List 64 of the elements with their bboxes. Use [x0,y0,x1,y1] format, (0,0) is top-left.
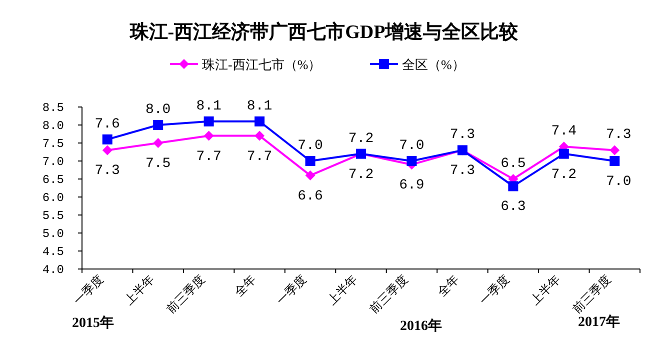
x-tick-label: 上半年 [122,272,158,308]
text: 2015年 [72,315,114,331]
x-tick-label: 全年 [434,272,462,299]
x-tick-label: 一季度 [274,272,310,308]
data-label: 7.4 [551,124,577,140]
data-label: 6.9 [399,178,424,194]
y-tick-label: 4.5 [42,245,64,259]
data-label: 7.0 [399,138,424,154]
x-tick-label: 全年 [232,272,258,299]
data-label: 6.5 [500,156,526,172]
x-tick-label: 前三季度 [366,272,411,316]
point [610,145,620,156]
x-tick-label: 一季度 [476,272,512,308]
data-label: 7.0 [606,174,632,190]
y-tick-label: 8.5 [42,101,64,115]
chart-title: 珠江-西江经济带广西七市GDP增速与全区比较 [128,21,520,43]
y-tick-label: 4.0 [42,263,64,277]
data-label: 8.1 [196,98,222,114]
text: 2017年 [578,314,620,330]
data-label: 8.1 [246,98,272,114]
data-label: 7.6 [94,116,120,132]
data-label: 7.0 [298,138,323,154]
data-label: 7.2 [551,166,577,183]
y-tick-label: 5.5 [42,209,64,223]
point [153,120,164,130]
data-label: 7.7 [196,148,222,165]
point [406,156,417,166]
x-tick-label: 前三季度 [570,272,614,316]
y-tick-label: 7.0 [42,155,64,169]
point [102,134,112,144]
y-tick-label: 6.0 [42,191,64,205]
y-tick-label: 6.5 [42,173,64,187]
point [254,116,265,126]
x-tick-label: 上半年 [528,272,563,308]
data-label: 7.3 [450,163,476,180]
data-label: 8.0 [145,102,171,118]
point [254,130,265,141]
point [204,130,214,141]
data-label: 7.2 [348,166,374,183]
point [305,170,316,180]
data-label: 7.2 [348,130,374,147]
data-label: 7.3 [606,127,632,144]
legend-label: 珠江-西江七市（%） [202,57,322,72]
point [508,181,518,192]
point [153,138,164,148]
data-label: 7.3 [450,127,476,144]
point [558,148,569,159]
x-tick-label: 前三季度 [164,272,208,316]
text: 2016年 [400,318,442,334]
data-label: 7.7 [246,148,272,165]
point [305,156,316,166]
point [610,156,620,166]
point [204,116,214,126]
data-label: 7.5 [145,156,171,172]
point [102,145,112,156]
y-tick-label: 7.5 [42,137,64,151]
data-label: 7.3 [94,163,120,180]
legend-label: 全区（%） [402,57,465,72]
data-label: 6.6 [298,188,323,204]
x-tick-label: 一季度 [70,272,106,308]
y-tick-label: 8.0 [42,119,64,133]
y-tick-label: 5.0 [42,227,64,241]
x-tick-label: 上半年 [324,272,360,308]
data-label: 6.3 [500,199,526,216]
